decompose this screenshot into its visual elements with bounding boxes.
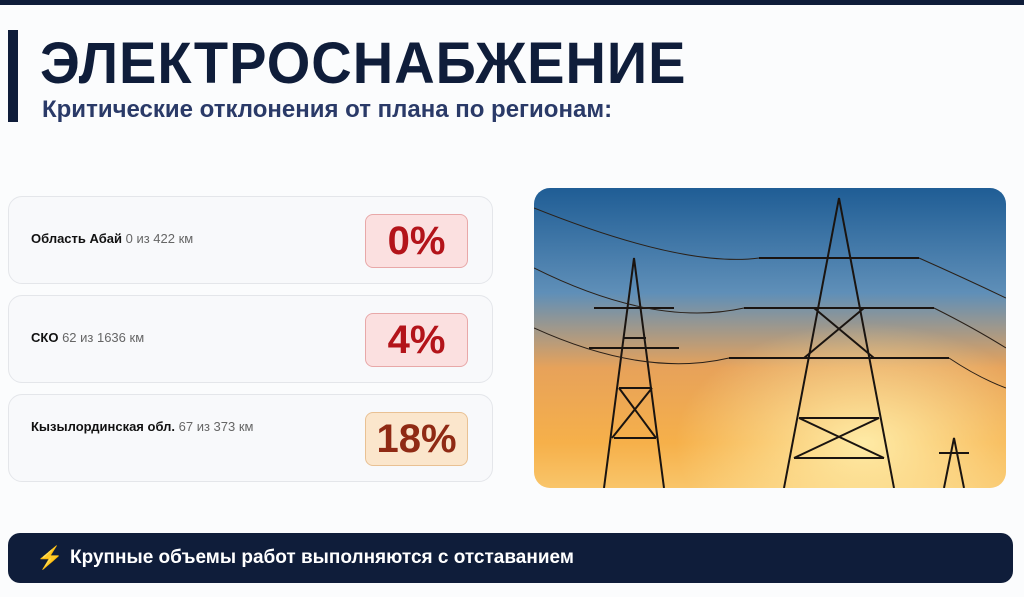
- footer-text: Крупные объемы работ выполняются с отста…: [70, 547, 574, 568]
- region-name: Кызылординская обл.: [31, 419, 176, 434]
- region-name: СКО: [31, 330, 59, 345]
- percent-badge: 0%: [365, 214, 468, 268]
- region-detail: 0 из 422 км: [125, 231, 194, 246]
- percent-badge: 4%: [365, 313, 468, 367]
- power-towers-photo: [534, 188, 1006, 488]
- region-detail: 67 из 373 км: [178, 419, 254, 434]
- lightning-icon: ⚡: [36, 545, 64, 570]
- region-card-abai: Область Абай 0 из 422 км 0%: [8, 196, 493, 284]
- region-detail: 62 из 1636 км: [62, 330, 145, 345]
- top-bar: [0, 0, 1024, 5]
- region-name: Область Абай: [31, 231, 122, 246]
- percent-badge: 18%: [365, 412, 468, 466]
- footer-banner: ⚡ Крупные объемы работ выполняются с отс…: [8, 533, 1013, 583]
- region-card-sko: СКО 62 из 1636 км 4%: [8, 295, 493, 383]
- region-card-kyzylorda: Кызылординская обл. 67 из 373 км 18%: [8, 394, 493, 482]
- title-accent-bar: [8, 30, 18, 122]
- page-title: ЭЛЕКТРОСНАБЖЕНИЕ: [40, 29, 687, 96]
- page-subtitle: Критические отклонения от плана по регио…: [42, 96, 613, 123]
